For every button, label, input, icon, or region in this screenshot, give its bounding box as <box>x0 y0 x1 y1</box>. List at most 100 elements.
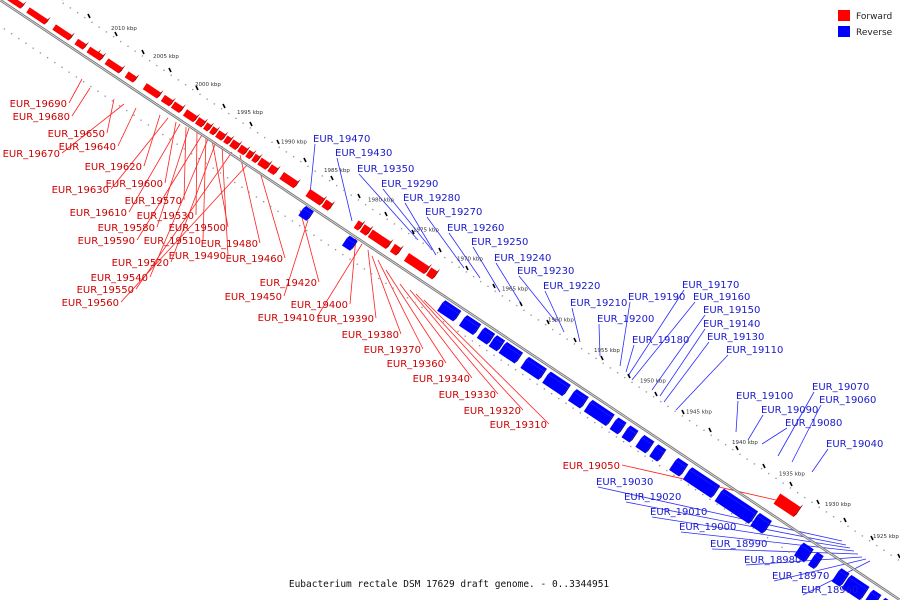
reverse-gene-label: EUR_19150 <box>703 305 760 316</box>
scale-dot <box>897 559 900 561</box>
reverse-gene-label: EUR_19130 <box>707 332 764 343</box>
scale-dot <box>753 463 756 465</box>
scale-dot <box>861 535 864 537</box>
scale-dot <box>292 155 295 158</box>
scale-dot <box>673 474 675 477</box>
scale-dot <box>818 506 820 508</box>
scale-dot <box>284 215 287 217</box>
leader-line <box>571 307 581 343</box>
scale-dot <box>580 347 583 350</box>
scale-dot <box>696 424 698 427</box>
scale-dot <box>291 220 294 222</box>
scale-dot <box>631 381 633 384</box>
forward-gene-label: EUR_19580 <box>98 223 155 234</box>
scale-dot <box>199 93 201 96</box>
leader-line <box>120 163 249 303</box>
scale-dot <box>134 50 136 52</box>
scale-dot <box>732 448 734 451</box>
forward-gene-label: EUR_19690 <box>10 99 67 110</box>
scale-dot <box>242 122 244 124</box>
scale-dot <box>530 314 532 316</box>
forward-gene-25 <box>321 199 336 211</box>
forward-gene-22 <box>267 164 281 175</box>
scale-dot <box>235 117 237 120</box>
forward-gene-24 <box>305 189 328 206</box>
scale-dot <box>148 59 151 62</box>
scale-dot <box>248 191 250 193</box>
scale-dot <box>602 362 604 364</box>
scale-dot <box>890 554 892 556</box>
scale-dot <box>710 434 712 436</box>
scale-tick <box>195 85 199 91</box>
forward-gene-label: EUR_19650 <box>48 129 105 140</box>
scale-dot <box>54 61 56 64</box>
scale-label: 1925 kbp <box>873 534 899 540</box>
scale-dot <box>140 119 142 121</box>
scale-dot <box>487 285 489 288</box>
scale-dot <box>465 271 468 273</box>
scale-label: 1935 kbp <box>779 471 805 477</box>
scale-dot <box>313 234 315 237</box>
reverse-gene-7 <box>520 356 548 380</box>
forward-gene-9 <box>160 94 176 107</box>
scale-dot <box>314 170 317 172</box>
reverse-gene-label: EUR_19250 <box>471 237 528 248</box>
scale-dot <box>213 103 216 105</box>
scale-dot <box>601 426 603 429</box>
leader-line <box>625 344 635 373</box>
leader-line <box>61 103 125 154</box>
scale-dot <box>120 40 122 43</box>
reverse-gene-8 <box>542 371 571 397</box>
leader-line <box>791 404 822 463</box>
forward-gene-label: EUR_19630 <box>52 185 109 196</box>
scale-label: 1990 kbp <box>281 139 307 145</box>
scale-dot <box>703 429 705 432</box>
scale-label: 1945 kbp <box>686 409 712 415</box>
reverse-gene-24 <box>882 597 889 600</box>
scale-label: 1975 kbp <box>413 227 439 233</box>
forward-gene-17 <box>229 139 243 150</box>
scale-dot <box>774 541 776 544</box>
scale-dot <box>709 498 711 501</box>
forward-gene-label: EUR_19410 <box>258 313 315 324</box>
scale-dot <box>147 124 150 126</box>
leader-line <box>149 138 209 278</box>
forward-gene-label: EUR_19490 <box>169 251 226 262</box>
leader-line <box>597 486 843 542</box>
scale-label: 2010 kbp <box>111 26 137 32</box>
scale-dot <box>364 203 367 206</box>
reverse-gene-17 <box>714 488 759 524</box>
scale-dot <box>471 340 474 342</box>
scale-dot <box>523 309 525 312</box>
scale-dot <box>566 338 568 340</box>
scale-tick <box>492 283 496 289</box>
reverse-gene-label: EUR_19140 <box>703 319 760 330</box>
scale-dot <box>435 316 438 318</box>
reverse-gene-3 <box>458 315 482 336</box>
forward-gene-label: EUR_19460 <box>226 254 283 265</box>
scale-tick <box>681 409 685 415</box>
reverse-gene-label: EUR_19210 <box>570 298 627 309</box>
scale-dot <box>3 28 6 30</box>
reverse-gene-18 <box>750 513 772 534</box>
scale-dot <box>156 64 158 67</box>
scale-dot <box>264 136 266 139</box>
scale-dot <box>393 223 396 225</box>
leader-line <box>164 121 177 184</box>
scale-tick <box>627 373 631 379</box>
scale-dot <box>111 100 114 102</box>
scale-dot <box>472 275 475 278</box>
scale-dot <box>572 407 574 409</box>
scale-label: 2005 kbp <box>153 54 179 60</box>
reverse-gene-12 <box>621 425 639 443</box>
scale-labels: 2010 kbp 2005 kbp 2000 kbp 1995 kbp 1990 kbp… <box>111 26 899 540</box>
leader-line <box>675 354 729 411</box>
forward-gene-1 <box>26 7 51 25</box>
reverse-gene-15 <box>669 457 689 477</box>
reverse-gene-label: EUR_19170 <box>682 280 739 291</box>
leader-line <box>385 269 447 364</box>
scale-dot <box>82 80 85 83</box>
scale-dot <box>681 415 684 417</box>
scale-dot <box>68 71 70 73</box>
scale-dot <box>552 328 554 331</box>
